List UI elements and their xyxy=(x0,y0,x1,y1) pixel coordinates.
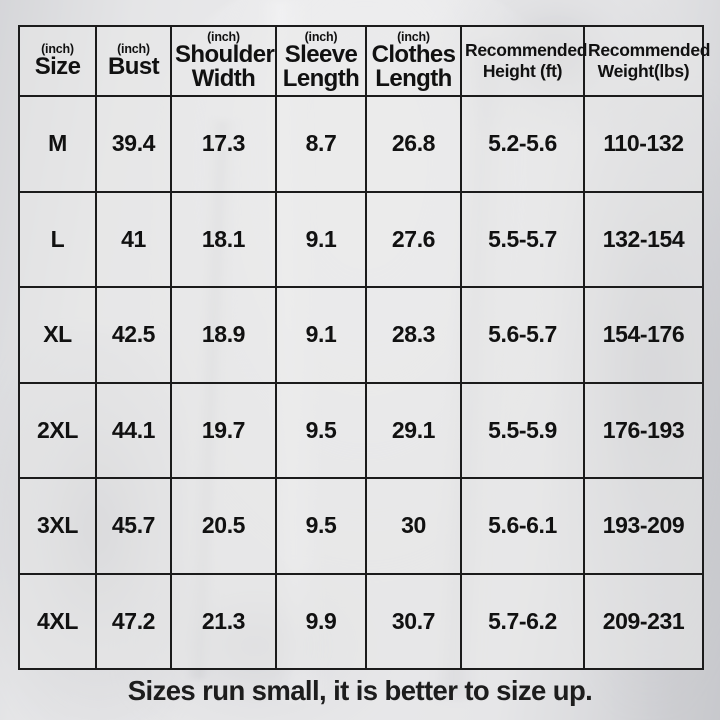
cell-clothes: 28.3 xyxy=(365,286,462,384)
cell-sleeve: 9.5 xyxy=(275,477,367,575)
column-title-sleeve-line2: Length xyxy=(282,64,360,92)
size-table-container: (inch) Size (inch) Bust (inch) S xyxy=(18,25,711,670)
unit-label-bust: (inch) xyxy=(117,41,150,56)
table-row: M 39.4 17.3 8.7 26.8 5.2-5.6 110-132 xyxy=(18,95,704,193)
cell-clothes: 30.7 xyxy=(365,572,462,670)
cell-bust: 45.7 xyxy=(95,477,172,575)
cell-weight: 132-154 xyxy=(583,190,704,288)
unit-label-size: (inch) xyxy=(41,41,74,56)
cell-weight: 110-132 xyxy=(583,95,704,193)
cell-bust: 47.2 xyxy=(95,572,172,670)
cell-sleeve: 8.7 xyxy=(275,95,367,193)
table-row: 4XL 47.2 21.3 9.9 30.7 5.7-6.2 209-231 xyxy=(18,572,704,670)
column-title-size: Size xyxy=(34,52,81,80)
cell-shoulder: 20.5 xyxy=(170,477,277,575)
column-title-height-line2: Height (ft) xyxy=(482,61,563,81)
column-title-clothes-line2: Length xyxy=(375,64,452,92)
cell-clothes: 29.1 xyxy=(365,381,462,479)
cell-sleeve: 9.9 xyxy=(275,572,367,670)
table-row: L 41 18.1 9.1 27.6 5.5-5.7 132-154 xyxy=(18,190,704,288)
unit-label-sleeve: (inch) xyxy=(304,30,338,45)
cell-height: 5.5-5.9 xyxy=(460,381,585,479)
column-header-recommended-height: Recommended Height (ft) xyxy=(460,25,588,97)
cell-height: 5.7-6.2 xyxy=(460,572,585,670)
cell-weight: 209-231 xyxy=(583,572,704,670)
column-title-shoulder: Shoulder xyxy=(175,41,275,69)
cell-sleeve: 9.5 xyxy=(275,381,367,479)
cell-sleeve: 9.1 xyxy=(275,286,367,384)
column-title-bust: Bust xyxy=(108,52,160,80)
cell-height: 5.5-5.7 xyxy=(460,190,585,288)
cell-size: 3XL xyxy=(18,477,97,575)
cell-clothes: 26.8 xyxy=(365,95,462,193)
table-row: 2XL 44.1 19.7 9.5 29.1 5.5-5.9 176-193 xyxy=(18,381,704,479)
table-row: 3XL 45.7 20.5 9.5 30 5.6-6.1 193-209 xyxy=(18,477,704,575)
column-title-clothes: Clothes xyxy=(371,41,456,69)
cell-size: L xyxy=(18,190,97,288)
column-header-size: (inch) Size xyxy=(18,25,97,97)
cell-shoulder: 18.9 xyxy=(170,286,277,384)
cell-weight: 193-209 xyxy=(583,477,704,575)
cell-size: XL xyxy=(18,286,97,384)
cell-weight: 154-176 xyxy=(583,286,704,384)
column-title-height: Recommended xyxy=(465,39,588,60)
cell-bust: 39.4 xyxy=(95,95,172,193)
unit-label-clothes: (inch) xyxy=(397,30,430,45)
column-header-clothes-length: (inch) Clothes Length xyxy=(365,25,462,97)
cell-bust: 42.5 xyxy=(95,286,172,384)
cell-shoulder: 17.3 xyxy=(170,95,277,193)
size-advice-caption: Sizes run small, it is better to size up… xyxy=(127,675,593,706)
cell-shoulder: 18.1 xyxy=(170,190,277,288)
column-title-shoulder-line2: Width xyxy=(191,64,256,92)
cell-height: 5.2-5.6 xyxy=(460,95,585,193)
column-header-sleeve-length: (inch) Sleeve Length xyxy=(275,25,367,97)
cell-clothes: 27.6 xyxy=(365,190,462,288)
table-row: XL 42.5 18.9 9.1 28.3 5.6-5.7 154-176 xyxy=(18,286,704,384)
column-header-shoulder-width: (inch) Shoulder Width xyxy=(170,25,277,97)
column-header-recommended-weight: Recommended Weight(lbs) xyxy=(583,25,711,97)
cell-clothes: 30 xyxy=(365,477,462,575)
cell-weight: 176-193 xyxy=(583,381,704,479)
size-table: (inch) Size (inch) Bust (inch) S xyxy=(18,25,711,670)
cell-shoulder: 21.3 xyxy=(170,572,277,670)
cell-sleeve: 9.1 xyxy=(275,190,367,288)
cell-height: 5.6-6.1 xyxy=(460,477,585,575)
column-header-bust: (inch) Bust xyxy=(95,25,172,97)
cell-shoulder: 19.7 xyxy=(170,381,277,479)
cell-size: 4XL xyxy=(18,572,97,670)
column-title-weight: Recommended xyxy=(588,39,711,60)
unit-label-shoulder: (inch) xyxy=(207,30,240,45)
column-title-sleeve: Sleeve xyxy=(284,41,358,69)
column-title-weight-line2: Weight(lbs) xyxy=(597,61,690,81)
cell-bust: 44.1 xyxy=(95,381,172,479)
cell-height: 5.6-5.7 xyxy=(460,286,585,384)
cell-size: 2XL xyxy=(18,381,97,479)
table-header-row: (inch) Size (inch) Bust (inch) S xyxy=(18,25,711,97)
cell-size: M xyxy=(18,95,97,193)
cell-bust: 41 xyxy=(95,190,172,288)
